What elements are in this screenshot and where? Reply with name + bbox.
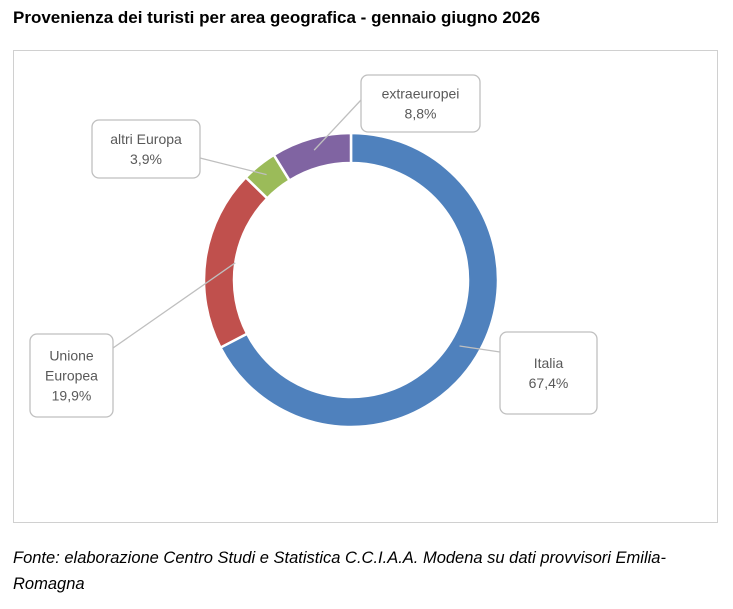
slice-italia xyxy=(218,131,500,429)
leader-line-unione-europea xyxy=(112,262,236,349)
leader-lines-group xyxy=(112,99,501,353)
slice-unione-europea xyxy=(202,175,270,350)
category-label: altri Europa xyxy=(110,131,182,147)
data-label-altri-europa: altri Europa 3,9% xyxy=(91,119,201,179)
category-label: Unione xyxy=(49,348,94,364)
leader-line-altri-europa xyxy=(199,157,267,176)
value-label: 19,9% xyxy=(52,388,92,404)
slice-extraeuropei xyxy=(272,131,353,183)
callout-box xyxy=(91,119,201,179)
leader-line-extraeuropei xyxy=(313,99,362,151)
category-label: extraeuropei xyxy=(382,86,460,102)
chart-title: Provenienza dei turisti per area geograf… xyxy=(13,8,541,27)
data-label-italia: Italia 67,4% xyxy=(499,331,598,415)
slices-group xyxy=(202,131,500,429)
category-label: Europea xyxy=(45,368,98,384)
category-label: Italia xyxy=(534,355,564,371)
value-label: 67,4% xyxy=(529,375,569,391)
callout-box xyxy=(29,333,114,418)
value-label: 3,9% xyxy=(130,151,162,167)
leader-line-italia xyxy=(459,345,501,353)
data-label-unione-europea: Unione Europea 19,9% xyxy=(29,333,114,418)
data-label-extraeuropei: extraeuropei 8,8% xyxy=(360,74,481,133)
callouts-group: Italia 67,4% Unione Europea 19,9% altri Europ… xyxy=(29,74,598,418)
callout-box xyxy=(360,74,481,133)
value-label: 8,8% xyxy=(405,106,437,122)
source-note: Fonte: elaborazione Centro Studi e Stati… xyxy=(13,549,666,593)
callout-box xyxy=(499,331,598,415)
